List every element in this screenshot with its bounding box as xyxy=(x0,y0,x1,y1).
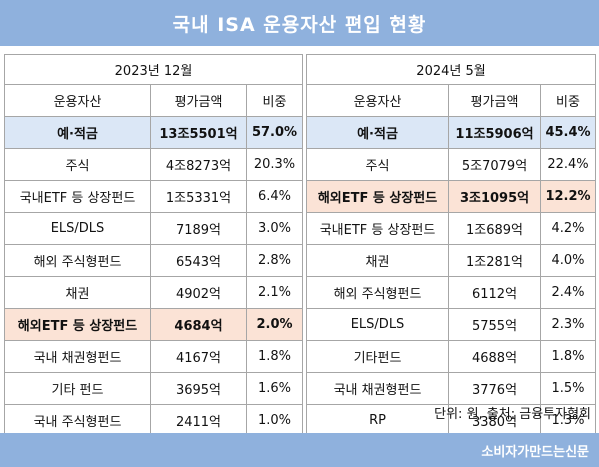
table-row: 해외 주식형펀드 6543억 2.8% 채권 1조281억 4.0% xyxy=(4,244,597,277)
left-period: 2023년 12월 xyxy=(3,54,304,85)
left-share-cell: 2.0% xyxy=(245,308,304,341)
left-header-asset: 운용자산 xyxy=(4,84,151,117)
left-share-cell: 1.6% xyxy=(245,372,304,405)
right-amount-cell: 4688억 xyxy=(448,340,542,373)
left-share-cell: 2.1% xyxy=(245,276,304,309)
right-asset-cell: RP xyxy=(306,404,450,437)
right-share-cell: 4.2% xyxy=(540,212,597,245)
table-row: 예·적금 13조5501억 57.0% 예·적금 11조5906억 45.4% xyxy=(4,116,597,149)
left-amount-cell: 2411억 xyxy=(150,404,247,437)
right-asset-cell: 주식 xyxy=(306,148,450,181)
right-asset-cell: 해외ETF 등 상장펀드 xyxy=(306,180,450,213)
left-asset-cell: 국내 주식형펀드 xyxy=(4,404,151,437)
left-share-cell: 1.0% xyxy=(245,404,304,437)
right-header-amount: 평가금액 xyxy=(448,84,542,117)
publisher-credit: 소비자가만드는신문 xyxy=(481,445,589,460)
left-amount-cell: 1조5331억 xyxy=(150,180,247,213)
left-share-cell: 1.8% xyxy=(245,340,304,373)
unit-source-note: 단위: 원, 출처: 금융투자협회 xyxy=(434,407,591,422)
table-row: 채권 4902억 2.1% 해외 주식형펀드 6112억 2.4% xyxy=(4,276,597,309)
right-asset-cell: 채권 xyxy=(306,244,450,277)
table-row: 해외ETF 등 상장펀드 4684억 2.0% ELS/DLS 5755억 2.3% xyxy=(4,308,597,341)
table-row: 국내 채권형펀드 4167억 1.8% 기타펀드 4688억 1.8% xyxy=(4,340,597,373)
right-asset-cell: ELS/DLS xyxy=(306,308,450,341)
left-amount-cell: 4조8273억 xyxy=(150,148,247,181)
table-row: 기타 펀드 3695억 1.6% 국내 채권형펀드 3776억 1.5% xyxy=(4,372,597,405)
right-asset-cell: 기타펀드 xyxy=(306,340,450,373)
right-share-cell: 1.8% xyxy=(540,340,597,373)
right-amount-cell: 6112억 xyxy=(448,276,542,309)
title-bar: 국내 ISA 운용자산 편입 현황 xyxy=(0,0,599,46)
right-asset-cell: 해외 주식형펀드 xyxy=(306,276,450,309)
right-share-cell: 1.5% xyxy=(540,372,597,405)
left-asset-cell: ELS/DLS xyxy=(4,212,151,245)
page-title: 국내 ISA 운용자산 편입 현황 xyxy=(172,13,427,36)
right-amount-cell: 11조5906억 xyxy=(448,116,542,149)
right-asset-cell: 예·적금 xyxy=(306,116,450,149)
right-share-cell: 1.3% xyxy=(540,404,597,437)
right-amount-cell: 3380억 xyxy=(448,404,542,437)
right-share-cell: 45.4% xyxy=(540,116,597,149)
left-asset-cell: 채권 xyxy=(4,276,151,309)
left-amount-cell: 3695억 xyxy=(150,372,247,405)
left-share-cell: 2.8% xyxy=(245,244,304,277)
left-share-cell: 57.0% xyxy=(245,116,304,149)
right-share-cell: 2.3% xyxy=(540,308,597,341)
left-share-cell: 6.4% xyxy=(245,180,304,213)
right-share-cell: 12.2% xyxy=(540,180,597,213)
right-period: 2024년 5월 xyxy=(306,54,597,85)
right-asset-cell: 국내ETF 등 상장펀드 xyxy=(306,212,450,245)
right-amount-cell: 3776억 xyxy=(448,372,542,405)
right-header-asset: 운용자산 xyxy=(306,84,450,117)
left-asset-cell: 국내 채권형펀드 xyxy=(4,340,151,373)
header-row: 운용자산 평가금액 비중 운용자산 평가금액 비중 xyxy=(4,84,597,117)
left-header-share: 비중 xyxy=(245,84,304,117)
right-asset-cell: 국내 채권형펀드 xyxy=(306,372,450,405)
right-amount-cell: 1조689억 xyxy=(448,212,542,245)
left-amount-cell: 13조5501억 xyxy=(150,116,247,149)
left-asset-cell: 예·적금 xyxy=(4,116,151,149)
left-amount-cell: 6543억 xyxy=(150,244,247,277)
left-amount-cell: 4902억 xyxy=(150,276,247,309)
right-share-cell: 2.4% xyxy=(540,276,597,309)
right-amount-cell: 5755억 xyxy=(448,308,542,341)
left-asset-cell: 주식 xyxy=(4,148,151,181)
left-share-cell: 20.3% xyxy=(245,148,304,181)
right-share-cell: 4.0% xyxy=(540,244,597,277)
left-amount-cell: 7189억 xyxy=(150,212,247,245)
table-row: 국내 주식형펀드 2411억 1.0% RP 3380억 1.3% xyxy=(4,404,597,437)
left-asset-cell: 기타 펀드 xyxy=(4,372,151,405)
table-row: ELS/DLS 7189억 3.0% 국내ETF 등 상장펀드 1조689억 4.2% xyxy=(4,212,597,245)
table-row: 주식 4조8273억 20.3% 주식 5조7079억 22.4% xyxy=(4,148,597,181)
right-share-cell: 22.4% xyxy=(540,148,597,181)
isa-asset-table: 2023년 12월 2024년 5월 운용자산 평가금액 비중 운용자산 평가금… xyxy=(3,54,597,437)
left-share-cell: 3.0% xyxy=(245,212,304,245)
right-amount-cell: 5조7079억 xyxy=(448,148,542,181)
right-amount-cell: 1조281억 xyxy=(448,244,542,277)
footer-bar: 소비자가만드는신문 xyxy=(0,433,599,467)
left-amount-cell: 4167억 xyxy=(150,340,247,373)
left-header-amount: 평가금액 xyxy=(150,84,247,117)
left-asset-cell: 해외ETF 등 상장펀드 xyxy=(4,308,151,341)
left-amount-cell: 4684억 xyxy=(150,308,247,341)
left-asset-cell: 해외 주식형펀드 xyxy=(4,244,151,277)
right-header-share: 비중 xyxy=(540,84,597,117)
left-asset-cell: 국내ETF 등 상장펀드 xyxy=(4,180,151,213)
table-row: 국내ETF 등 상장펀드 1조5331억 6.4% 해외ETF 등 상장펀드 3조109… xyxy=(4,180,597,213)
period-row: 2023년 12월 2024년 5월 xyxy=(3,54,597,85)
right-amount-cell: 3조1095억 xyxy=(448,180,542,213)
